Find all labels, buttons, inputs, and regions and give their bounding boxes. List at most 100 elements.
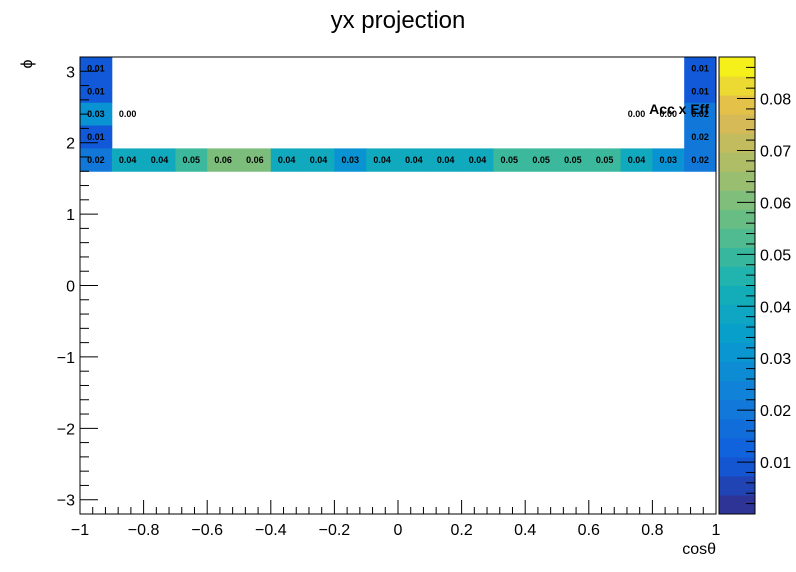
acc-eff-annotation: Acc x Eff [649, 101, 709, 117]
colorbar-band [719, 323, 755, 344]
heatmap-cell [525, 148, 558, 172]
colorbar-tick-label: 0.02 [760, 403, 791, 420]
x-tick-label: 0.8 [641, 522, 663, 539]
heatmap-cell [620, 148, 653, 172]
y-tick-label: 0 [66, 279, 75, 296]
heatmap-cell [684, 148, 717, 172]
colorbar-band [719, 114, 755, 134]
heatmap-cell [398, 148, 431, 172]
colorbar-band [719, 285, 755, 306]
cell-value-label: 0.02 [691, 109, 709, 119]
cell-value-label: 0.03 [660, 155, 678, 165]
heatmap-cell [207, 148, 240, 172]
heatmap-cell [80, 148, 113, 172]
y-tick-label: 1 [66, 207, 75, 224]
cell-value-label: 0.04 [373, 155, 391, 165]
chart-title: yx projection [331, 7, 466, 34]
cell-value-label: 0.04 [469, 155, 487, 165]
colorbar-band [719, 57, 755, 77]
cell-value-label: 0.01 [87, 63, 105, 73]
y-axis: −3 −2 −1 0 1 2 3 [57, 56, 98, 515]
colorbar-band [719, 95, 755, 115]
y-tick-label: −3 [57, 493, 75, 510]
colorbar-band [719, 247, 755, 267]
x-tick-label: −0.8 [128, 522, 160, 539]
x-tick-label: 0.6 [578, 522, 600, 539]
heatmap-cell [143, 148, 176, 172]
colorbar-band [719, 475, 755, 496]
colorbar-tick-label: 0.04 [760, 299, 791, 316]
x-tick-label: 0.2 [450, 522, 472, 539]
heatmap-cell [80, 57, 113, 81]
heatmap-cell [239, 148, 272, 172]
y-tick-label: 3 [66, 64, 75, 81]
cell-value-label: 0.05 [532, 155, 550, 165]
heatmap-cell [80, 102, 113, 127]
heatmap-cell [493, 148, 526, 172]
plot-frame [79, 56, 717, 515]
colorbar-tick-label: 0.08 [760, 92, 791, 109]
cell-value-label: 0.00 [628, 109, 646, 119]
heatmap-cell [302, 148, 335, 172]
cell-value-label: 0.05 [501, 155, 519, 165]
heatmap-cell [461, 148, 494, 172]
heatmap-cell [175, 148, 208, 172]
heatmap-cell [429, 148, 463, 172]
x-axis-label: cosθ [682, 541, 716, 558]
heatmap-cell [684, 79, 717, 104]
colorbar-tick-label: 0.05 [760, 247, 791, 264]
colorbar-band [719, 456, 755, 477]
heatmap-cell [557, 148, 590, 172]
cell-value-label: 0.05 [183, 155, 201, 165]
x-tick-label: −0.6 [191, 522, 223, 539]
cell-value-label: 0.01 [691, 63, 709, 73]
cell-value-label: 0.01 [691, 86, 709, 96]
cell-value-label: 0.06 [246, 155, 264, 165]
colorbar-tick-label: 0.07 [760, 143, 791, 160]
cell-value-label: 0.05 [564, 155, 582, 165]
color-scale-bar: 0.01 0.02 0.03 0.04 0.05 0.06 0.07 0.08 [718, 56, 791, 515]
y-axis-label: ϕ [19, 59, 36, 68]
heatmap-cell [684, 102, 717, 127]
cell-value-label: 0.00 [660, 109, 678, 119]
cell-value-label: 0.05 [596, 155, 614, 165]
cell-value-label: 0.04 [278, 155, 296, 165]
colorbar-band [719, 342, 755, 363]
x-tick-label: 1 [712, 522, 721, 539]
cell-value-label: 0.03 [342, 155, 360, 165]
cell-value-label: 0.02 [691, 155, 709, 165]
colorbar-band [719, 133, 755, 153]
heatmap-cell [270, 148, 304, 172]
colorbar-band [719, 171, 755, 191]
x-axis: −1 −0.8 −0.6 −0.4 −0.2 0 0.2 0.4 0.6 0.8 1 [71, 500, 721, 539]
cell-value-label: 0.01 [87, 86, 105, 96]
colorbar-band [719, 228, 755, 248]
cell-value-label: 0.00 [119, 109, 137, 119]
colorbar-band [719, 190, 755, 210]
heatmap-cell [684, 57, 717, 81]
colorbar-band [719, 418, 755, 439]
colorbar-tick-label: 0.01 [760, 455, 791, 472]
x-tick-label: −0.4 [255, 522, 287, 539]
cell-value-label: 0.04 [310, 155, 328, 165]
heatmap-cell [334, 148, 367, 172]
cell-value-label: 0.04 [405, 155, 423, 165]
colorbar-band [719, 437, 755, 458]
y-tick-label: −2 [57, 421, 75, 438]
x-tick-label: 0.4 [514, 522, 536, 539]
x-tick-label: −1 [71, 522, 89, 539]
colorbar-band [719, 76, 755, 96]
cell-value-label: 0.04 [628, 155, 646, 165]
colorbar-band [719, 209, 755, 229]
heatmap-cell [652, 148, 685, 172]
colorbar-band [719, 361, 755, 382]
cell-value-label: 0.04 [119, 155, 137, 165]
x-tick-label: −0.2 [319, 522, 351, 539]
colorbar-band [719, 152, 755, 172]
cell-value-label: 0.02 [691, 132, 709, 142]
colorbar-band [719, 266, 755, 286]
colorbar-tick-label: 0.06 [760, 195, 791, 212]
cell-value-labels: 0.01 0.01 0.01 0.01 0.03 0.00 0.00 0.00 0.02 0.01… [87, 63, 709, 164]
cell-value-label: 0.02 [87, 155, 105, 165]
